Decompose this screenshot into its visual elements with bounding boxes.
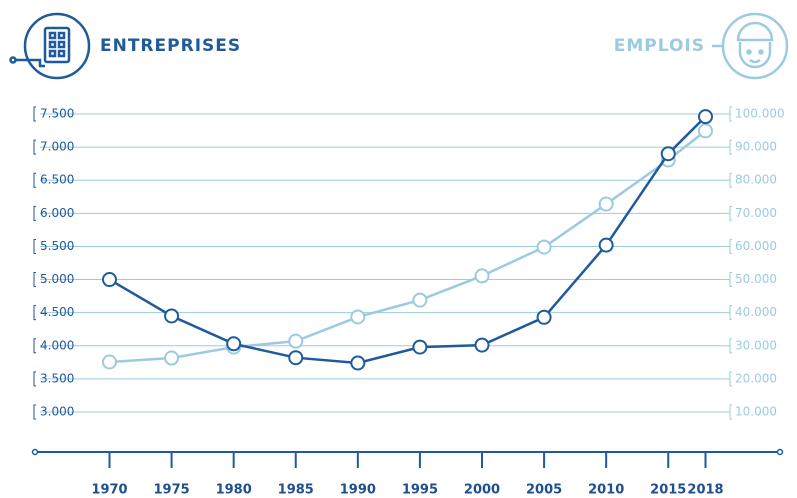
y-tick-label: 7.500: [40, 107, 74, 121]
legend-entreprises: ENTREPRISES: [100, 36, 241, 56]
x-tick-label: 2010: [588, 483, 624, 498]
axis-end: [31, 448, 39, 456]
series-line: [108, 115, 707, 365]
point: [412, 292, 428, 308]
point: [412, 339, 428, 355]
jobs-icon: [712, 12, 789, 80]
point: [164, 308, 180, 324]
point: [598, 196, 614, 212]
x-tick-label: 1975: [153, 483, 189, 498]
y2-tick-label: 20.000: [735, 371, 777, 385]
y-tick-label: 6.000: [40, 206, 74, 220]
bracket: [33, 371, 36, 387]
bracket: [33, 205, 36, 221]
axis-end: [776, 448, 784, 456]
point: [536, 239, 552, 255]
point: [474, 337, 490, 353]
point: [474, 268, 490, 284]
point: [102, 354, 117, 370]
point: [698, 123, 713, 139]
bracket: [33, 272, 36, 288]
y-tick-label: 4.500: [40, 305, 74, 319]
point: [350, 309, 366, 325]
bracket: [729, 404, 732, 420]
y-tick-label: 3.000: [40, 405, 74, 419]
enterprise-icon: [9, 12, 91, 80]
point: [226, 336, 242, 352]
y2-tick-label: 10.000: [735, 405, 777, 419]
y-tick-label: 5.000: [40, 272, 74, 286]
bracket: [729, 338, 732, 354]
bracket: [729, 305, 732, 321]
y2-tick-label: 90.000: [735, 140, 777, 154]
y2-tick-label: 50.000: [735, 272, 777, 286]
bracket: [33, 305, 36, 321]
point: [536, 309, 552, 325]
bracket: [33, 139, 36, 155]
y2-tick-label: 30.000: [735, 338, 777, 352]
bracket: [33, 338, 36, 354]
x-tick-label: 2000: [464, 483, 500, 498]
x-tick-label: 1970: [91, 483, 127, 498]
x-tick-label: 1990: [340, 483, 376, 498]
y2-tick-label: 40.000: [735, 305, 777, 319]
bracket: [33, 238, 36, 254]
point: [350, 355, 366, 371]
y-tick-label: 7.000: [40, 140, 74, 154]
point: [288, 333, 304, 349]
bracket: [33, 404, 36, 420]
bracket: [729, 172, 732, 188]
x-tick-label: 1985: [278, 483, 314, 498]
y-tick-label: 6.500: [40, 173, 74, 187]
y2-tick-label: 60.000: [735, 239, 777, 253]
x-tick-label: 1995: [402, 483, 438, 498]
y2-tick-label: 70.000: [735, 206, 777, 220]
y2-tick-label: 80.000: [735, 173, 777, 187]
y-tick-label: 3.500: [40, 371, 74, 385]
bracket: [729, 205, 732, 221]
point: [698, 109, 713, 125]
point: [660, 146, 676, 162]
x-tick-label: 2018: [687, 483, 723, 498]
bracket: [33, 106, 36, 122]
point: [164, 350, 180, 366]
x-tick-label: 2015: [650, 483, 686, 498]
bracket: [729, 139, 732, 155]
point: [288, 350, 304, 366]
y-tick-label: 4.000: [40, 338, 74, 352]
point: [102, 272, 117, 288]
bracket: [729, 371, 732, 387]
bracket: [729, 106, 732, 122]
bracket: [729, 272, 732, 288]
y-tick-label: 5.500: [40, 239, 74, 253]
bracket: [729, 238, 732, 254]
legend-emplois: EMPLOIS: [614, 36, 705, 56]
bracket: [33, 172, 36, 188]
x-tick-label: 2005: [526, 483, 562, 498]
x-tick-label: 1980: [216, 483, 252, 498]
point: [598, 237, 614, 253]
y2-tick-label: 100.000: [735, 107, 785, 121]
